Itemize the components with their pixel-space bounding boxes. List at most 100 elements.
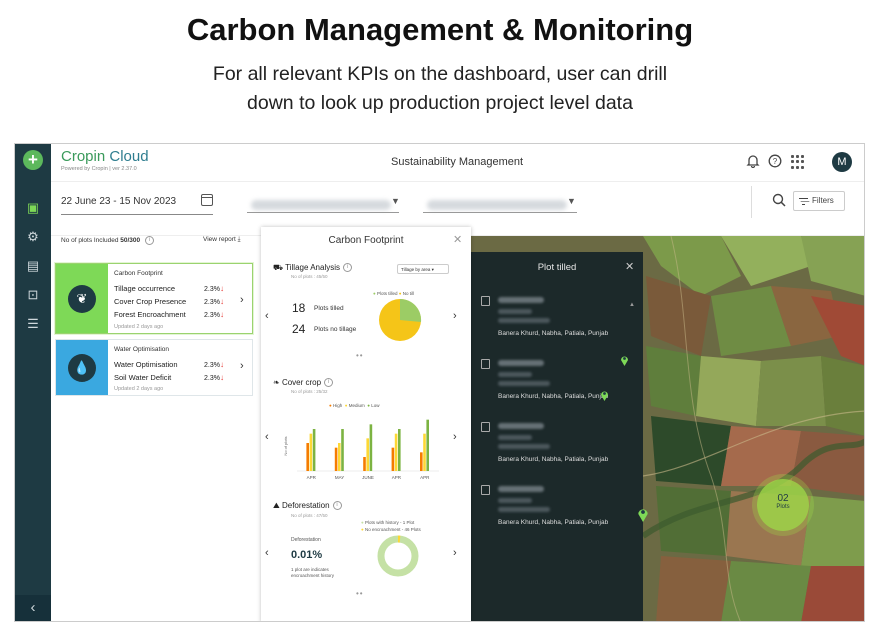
list-item[interactable]: Banera Khurd, Nabha, Patiala, Punjab (481, 357, 631, 427)
deforestation-note: 1 plot are indicates encroachment histor… (291, 567, 334, 579)
view-report-label: View report (203, 236, 236, 243)
info-icon[interactable]: i (343, 263, 352, 273)
kpi-row-value: 2.3%↓ (204, 297, 224, 306)
bar-medium-1[interactable] (338, 443, 341, 471)
report-icon[interactable]: ☰ (27, 316, 39, 331)
bar-low-1[interactable] (341, 429, 344, 471)
map-pin-icon[interactable] (600, 389, 609, 401)
bar-low-4[interactable] (426, 419, 429, 471)
deforestation-donut-chart[interactable] (376, 534, 420, 578)
carbon-footprint-panel: Carbon Footprint ✕ ⛟ Tillage Analysis i N… (261, 227, 471, 621)
tillage-pie-chart[interactable] (378, 298, 422, 342)
carousel-dots[interactable]: •• (356, 589, 364, 598)
collapse-chevron-icon[interactable]: ‹ (15, 595, 51, 621)
info-icon[interactable]: i (144, 236, 154, 245)
deforestation-note-line-1: 1 plot are indicates (291, 567, 329, 572)
bell-icon[interactable] (745, 154, 761, 170)
hero-subtitle-line-2: down to look up production project level… (247, 92, 633, 114)
kpi-icon-tile: 💧 (56, 340, 108, 395)
x-tick-label: MAY (335, 475, 344, 480)
legend-high: High (332, 403, 343, 408)
bar-medium-3[interactable] (394, 433, 398, 471)
bar-low-0[interactable] (312, 429, 316, 471)
map-pin-icon[interactable] (637, 506, 649, 522)
plot-cluster-marker[interactable]: 02 Plots (757, 479, 809, 531)
kpi-card-title: Carbon Footprint (114, 270, 163, 277)
chevron-left-icon[interactable]: ‹ (265, 431, 269, 443)
brand-logo[interactable]: Cropin Cloud (61, 148, 149, 165)
plots-included: No of plots Included 50/300 i (61, 236, 154, 245)
info-icon[interactable]: i (332, 501, 342, 511)
tractor-icon: ⛟ (273, 263, 284, 272)
date-range-field[interactable]: 22 June 23 - 15 Nov 2023 (61, 193, 213, 215)
cover-chart-ylabel: No of plots (283, 436, 288, 455)
cover-crop-title: ❧ Cover crop i (273, 378, 334, 388)
list-item[interactable]: Banera Khurd, Nabha, Patiala, Punjab (481, 420, 631, 490)
list-item[interactable]: Banera Khurd, Nabha, Patiala, Punjab (481, 483, 631, 553)
bar-low-2[interactable] (369, 424, 373, 471)
kpi-row-label: Water Optimisation (114, 360, 178, 369)
scroll-up-icon[interactable]: ▲ (629, 302, 635, 308)
bookmark-icon[interactable]: ⊡ (27, 287, 39, 302)
kpi-icon-tile: ❦ (56, 264, 108, 333)
kpi-row-label: Cover Crop Presence (114, 297, 187, 306)
plot-icon (481, 485, 490, 495)
bar-high-4[interactable] (420, 452, 423, 471)
chevron-right-icon[interactable]: › (453, 547, 457, 559)
carousel-dots[interactable]: •• (356, 351, 364, 360)
bar-high-1[interactable] (334, 447, 338, 471)
arrow-down-icon: ↓ (219, 297, 224, 306)
map-pin-icon[interactable] (620, 354, 629, 366)
close-icon[interactable]: ✕ (453, 234, 463, 246)
tillage-analysis-title: ⛟ Tillage Analysis i (273, 263, 352, 273)
chevron-left-icon[interactable]: ‹ (265, 310, 269, 322)
gear-icon[interactable]: ⚙ (27, 229, 39, 244)
tillage-dropdown[interactable]: Tillage by area ▾ (397, 264, 449, 274)
bar-medium-4[interactable] (423, 433, 426, 471)
chevron-right-icon[interactable]: › (240, 294, 244, 306)
avatar[interactable]: M (832, 152, 852, 172)
kpi-value: 2.3% (204, 286, 220, 293)
bar-low-3[interactable] (398, 429, 401, 471)
chevron-left-icon[interactable]: ‹ (265, 547, 269, 559)
chevron-down-icon[interactable]: ▼ (567, 196, 576, 206)
deforestation-legend: ● Plots with history - 1 Plot ● No encro… (361, 520, 421, 532)
help-icon[interactable]: ? (767, 154, 783, 170)
bar-high-2[interactable] (363, 457, 366, 471)
search-icon[interactable] (772, 193, 786, 207)
clipboard-icon[interactable]: ▤ (26, 258, 40, 273)
plot-icon (481, 359, 490, 369)
info-icon[interactable]: i (324, 378, 334, 388)
brand-name-a: Cropin (61, 148, 106, 165)
hero-subtitle: For all relevant KPIs on the dashboard, … (140, 60, 740, 118)
kpi-row-label: Soil Water Deficit (114, 373, 172, 382)
cropin-plus-logo-icon[interactable]: + (23, 150, 43, 170)
view-report-link[interactable]: View report ⤓ (203, 236, 240, 244)
chevron-down-icon[interactable]: ▼ (391, 196, 400, 206)
bar-medium-2[interactable] (366, 438, 369, 471)
top-bar: Cropin Cloud Powered by Cropin | ver 2.3… (51, 144, 864, 182)
apps-grid-icon[interactable] (791, 155, 805, 169)
list-item[interactable]: Banera Khurd, Nabha, Patiala, Punjab (481, 294, 631, 364)
kpi-card-water-optimisation[interactable]: 💧 Water Optimisation Water Optimisation … (55, 339, 253, 396)
chevron-right-icon[interactable]: › (453, 431, 457, 443)
region-dropdown-blurred[interactable] (427, 200, 567, 210)
dashboard-icon[interactable]: ▣ (26, 200, 40, 215)
close-icon[interactable]: ✕ (625, 261, 635, 273)
project-dropdown-blurred[interactable] (251, 200, 391, 210)
bar-high-0[interactable] (306, 443, 309, 471)
chevron-right-icon[interactable]: › (453, 310, 457, 322)
no-till-label: Plots no tillage (314, 326, 357, 333)
kpi-value: 2.3% (204, 299, 220, 306)
brand-subtitle: Powered by Cropin | ver 2.37.0 (61, 166, 137, 172)
filters-button[interactable]: Filters (793, 191, 845, 211)
cover-crop-bar-chart[interactable]: No of plots APR MAY JUNE APR APR (283, 413, 443, 483)
plots-included-label: No of plots Included (61, 237, 119, 245)
bar-high-3[interactable] (391, 447, 395, 471)
chevron-right-icon[interactable]: › (240, 360, 244, 372)
brand-name-b: Cloud (109, 148, 149, 165)
calendar-icon[interactable] (201, 194, 213, 206)
bar-medium-0[interactable] (309, 433, 313, 471)
kpi-card-carbon-footprint[interactable]: ❦ Carbon Footprint Tillage occurrence 2.… (55, 263, 253, 334)
tillage-plots-count: No of plots : 45/50 (291, 274, 328, 279)
